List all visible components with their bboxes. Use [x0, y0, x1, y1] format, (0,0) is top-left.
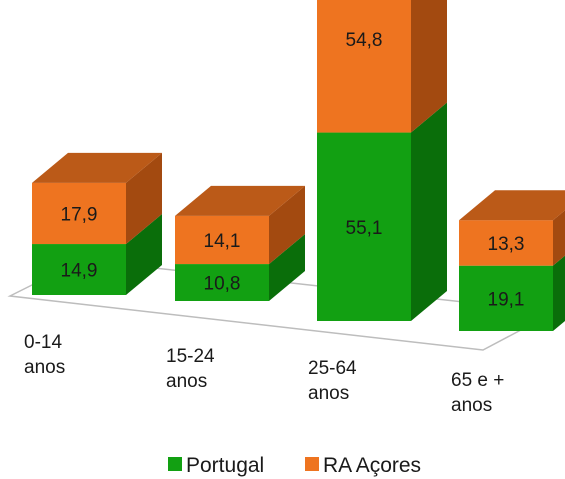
category-label: 25-64 anos: [308, 358, 357, 404]
bar-segment-ra-a-ores-4: 13,3: [459, 190, 565, 265]
legend-swatch: [305, 457, 319, 471]
bar-side-face: [411, 103, 447, 321]
category-label: 65 e + anos: [451, 370, 504, 416]
data-label: 10,8: [204, 274, 241, 295]
legend-item-ra-a-ores: RA Açores: [305, 454, 421, 477]
data-label: 55,1: [346, 218, 383, 239]
bar-segment-portugal-3: 55,1: [317, 103, 447, 321]
data-label: 19,1: [488, 289, 525, 310]
data-label: 13,3: [488, 234, 525, 255]
data-label: 54,8: [346, 30, 383, 51]
category-label: 15-24 anos: [166, 346, 215, 392]
data-label: 17,9: [61, 204, 98, 225]
category-label: 0-14 anos: [24, 332, 65, 378]
data-label: 14,9: [61, 261, 98, 282]
legend-label: RA Açores: [323, 454, 421, 477]
legend: Portugal RA Açores: [168, 454, 421, 477]
bar-front-face: [317, 0, 411, 133]
bar-segment-ra-a-ores-3: 54,8: [317, 0, 447, 133]
legend-item-portugal: Portugal: [168, 454, 264, 477]
data-label: 14,1: [204, 231, 241, 252]
bar-top-face: [459, 190, 565, 220]
legend-swatch: [168, 457, 182, 471]
legend-label: Portugal: [186, 454, 264, 477]
bars: 14,9 17,9 10,8 14,1 55,1 54,8 19,1 13,3: [32, 0, 565, 331]
